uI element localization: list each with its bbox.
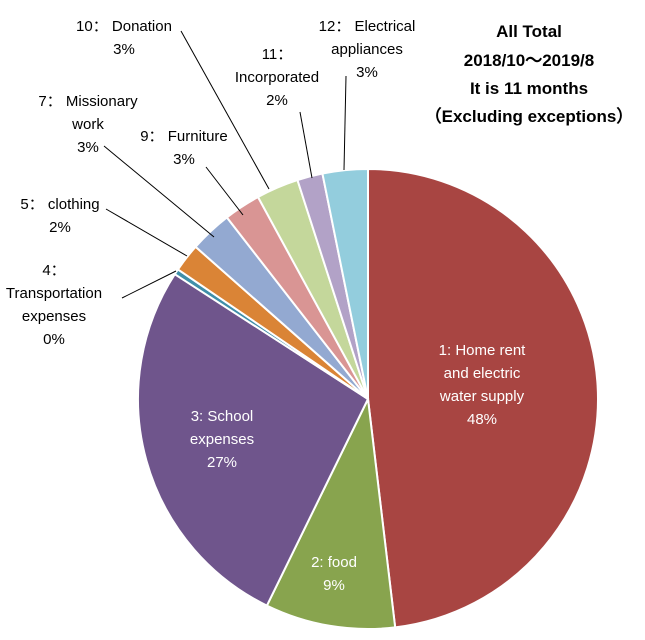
chart-title-line-4: （Excluding exceptions） [425,106,634,126]
leader-line [121,270,177,299]
slice-percent-label: 0% [43,331,65,348]
slice-category-label: 7： Missionary [38,93,138,110]
chart-title-line-3: It is 11 months [470,79,588,98]
leader-line [103,145,215,238]
pie-slice [137,272,370,607]
chart-title-line-2: 2018/10～2019/8 [464,51,594,70]
leader-line [180,30,270,190]
slice-category-label: 9： Furniture [140,128,228,145]
slice-category-label: Transportation [6,285,102,302]
slice-percent-label: 2% [266,92,288,109]
chart-title-line-1: All Total [496,22,562,41]
slice-category-label: expenses [22,308,86,325]
slice-percent-label: 3% [356,64,378,81]
leader-line [205,166,244,216]
slice-percent-label: 2% [49,219,71,236]
leader-line [299,111,313,179]
leader-lines [103,30,347,299]
pie-slice [321,167,369,400]
leader-line [105,208,188,257]
slice-category-label: 2: food [311,554,357,571]
slice-percent-label: 3% [173,151,195,168]
slice-category-label: water supply [439,388,525,405]
slice-category-label: 1: Home rent [439,342,527,359]
slice-category-label: 11： [262,46,293,63]
leader-line [343,75,347,171]
slice-percent-label: 3% [77,139,99,156]
slice-category-label: 12： Electrical [319,18,416,35]
slice-percent-label: 9% [323,577,345,594]
pie-slices [137,167,599,630]
slice-percent-label: 27% [207,454,237,471]
slice-category-label: 4： [42,262,65,279]
pie-slice [265,395,397,630]
slice-category-label: 5： clothing [20,196,99,213]
slice-category-label: 3: School [191,408,254,425]
slice-category-label: appliances [331,41,403,58]
slice-category-label: and electric [444,365,521,382]
pie-slice [367,167,599,629]
slice-percent-label: 3% [113,41,135,58]
slice-labels: 1: Home rent and electric water supply 48% 2… [6,18,526,594]
slice-percent-label: 48% [467,411,497,428]
slice-category-label: Incorporated [235,69,319,86]
slice-category-label: work [71,116,104,133]
slice-category-label: 10： Donation [76,18,172,35]
slice-category-label: expenses [190,431,254,448]
